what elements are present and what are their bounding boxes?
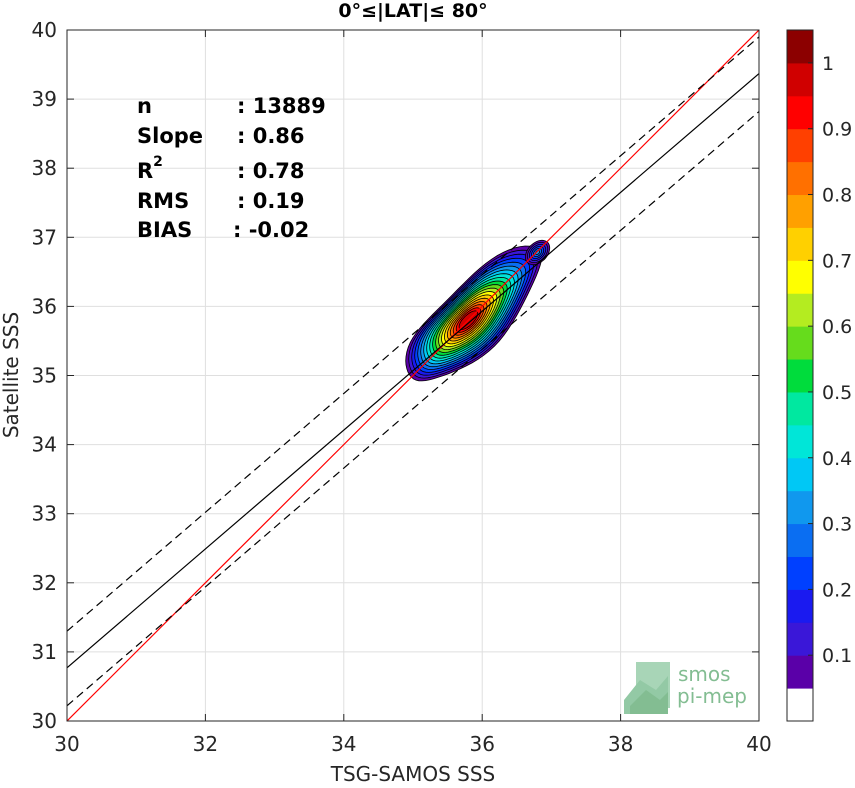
y-tick-label: 36 [32, 294, 57, 318]
y-axis-label: Satellite SSS [0, 312, 23, 438]
stat-value: : 0.19 [237, 189, 305, 213]
stat-value: : 0.78 [237, 159, 305, 183]
colorbar-swatch [787, 95, 813, 130]
stat-label: BIAS [137, 218, 192, 242]
x-axis-label: TSG-SAMOS SSS [330, 762, 496, 784]
y-tick-label: 34 [32, 433, 57, 457]
colorbar-swatch [787, 128, 813, 163]
stat-label: Slope [137, 124, 203, 148]
stat-superscript: 2 [153, 154, 163, 170]
colorbar-swatch [787, 391, 813, 426]
stat-value: : -0.02 [233, 218, 309, 242]
stat-value: : 13889 [237, 94, 326, 118]
colorbar-swatch [787, 326, 813, 360]
colorbar-swatch [787, 622, 813, 656]
colorbar-swatch [787, 655, 813, 689]
x-tick-label: 34 [331, 732, 356, 756]
colorbar-swatch [787, 556, 813, 590]
colorbar-swatch [787, 490, 813, 525]
chart-title: 0°≤|LAT|≤ 80° [338, 0, 487, 22]
y-tick-label: 33 [32, 502, 57, 526]
colorbar-tick-label: 1 [822, 53, 834, 75]
colorbar-swatch [787, 457, 813, 492]
colorbar-tick-label: 0.9 [822, 119, 852, 141]
logo-text-pimep: pi-mep [677, 684, 747, 708]
colorbar-tick-label: 0.1 [822, 645, 852, 667]
y-tick-label: 31 [32, 640, 57, 664]
y-tick-label: 38 [32, 156, 57, 180]
y-tick-label: 32 [32, 571, 57, 595]
fit-lines [67, 30, 759, 721]
x-tick-label: 38 [608, 732, 633, 756]
y-tick-label: 39 [32, 87, 57, 111]
axis-ticks: 30 32 34 36 38 40 30 31 32 33 34 35 36 37 38 39 40 [32, 18, 772, 756]
x-tick-label: 40 [746, 732, 771, 756]
x-tick-label: 30 [54, 732, 79, 756]
colorbar-swatch [787, 688, 813, 722]
colorbar-swatch [787, 424, 813, 459]
colorbar-swatch [787, 161, 813, 196]
colorbar-swatch [787, 194, 813, 228]
colorbar-swatch [787, 227, 813, 261]
line-1-1 [67, 30, 759, 721]
colorbar-tick-label: 0.2 [822, 579, 852, 601]
colorbar-swatch [787, 293, 813, 327]
colorbar-swatch [787, 589, 813, 623]
colorbar-tick-label: 0.6 [822, 316, 852, 338]
colorbar-tick-label: 0.8 [822, 185, 852, 207]
x-tick-label: 32 [193, 732, 218, 756]
colorbar-tick-label: 0.7 [822, 250, 852, 272]
y-tick-label: 40 [32, 18, 57, 42]
x-tick-label: 36 [469, 732, 494, 756]
colorbar-swatch [787, 359, 813, 393]
colorbar-tick-label: 0.5 [822, 382, 852, 404]
y-tick-label: 35 [32, 364, 57, 388]
grid [66, 29, 760, 722]
logo-text-smos: smos [678, 662, 731, 686]
colorbar-tick-label: 0.4 [822, 448, 852, 470]
stat-label: n [137, 94, 152, 118]
colorbar-swatch [787, 30, 813, 64]
colorbar-swatch [787, 62, 813, 97]
smos-pi-mep-logo: smos pi-mep [624, 662, 747, 714]
logo-icon [624, 662, 670, 714]
colorbar-swatch [787, 260, 813, 294]
line-regression-rms [67, 111, 759, 707]
y-tick-label: 37 [32, 225, 57, 249]
colorbar-tick-label: 0.3 [822, 514, 852, 536]
colorbar-swatch [787, 523, 813, 557]
stat-label: RMS [137, 189, 189, 213]
line-regression-rms [67, 36, 759, 632]
line-regression [67, 73, 759, 669]
colorbar-frame [786, 29, 814, 722]
stat-value: : 0.86 [237, 124, 305, 148]
y-tick-label: 30 [32, 709, 57, 733]
colorbar: 0.1 0.2 0.3 0.4 0.5 0.6 0.7 0.8 0.9 1 [786, 29, 852, 722]
